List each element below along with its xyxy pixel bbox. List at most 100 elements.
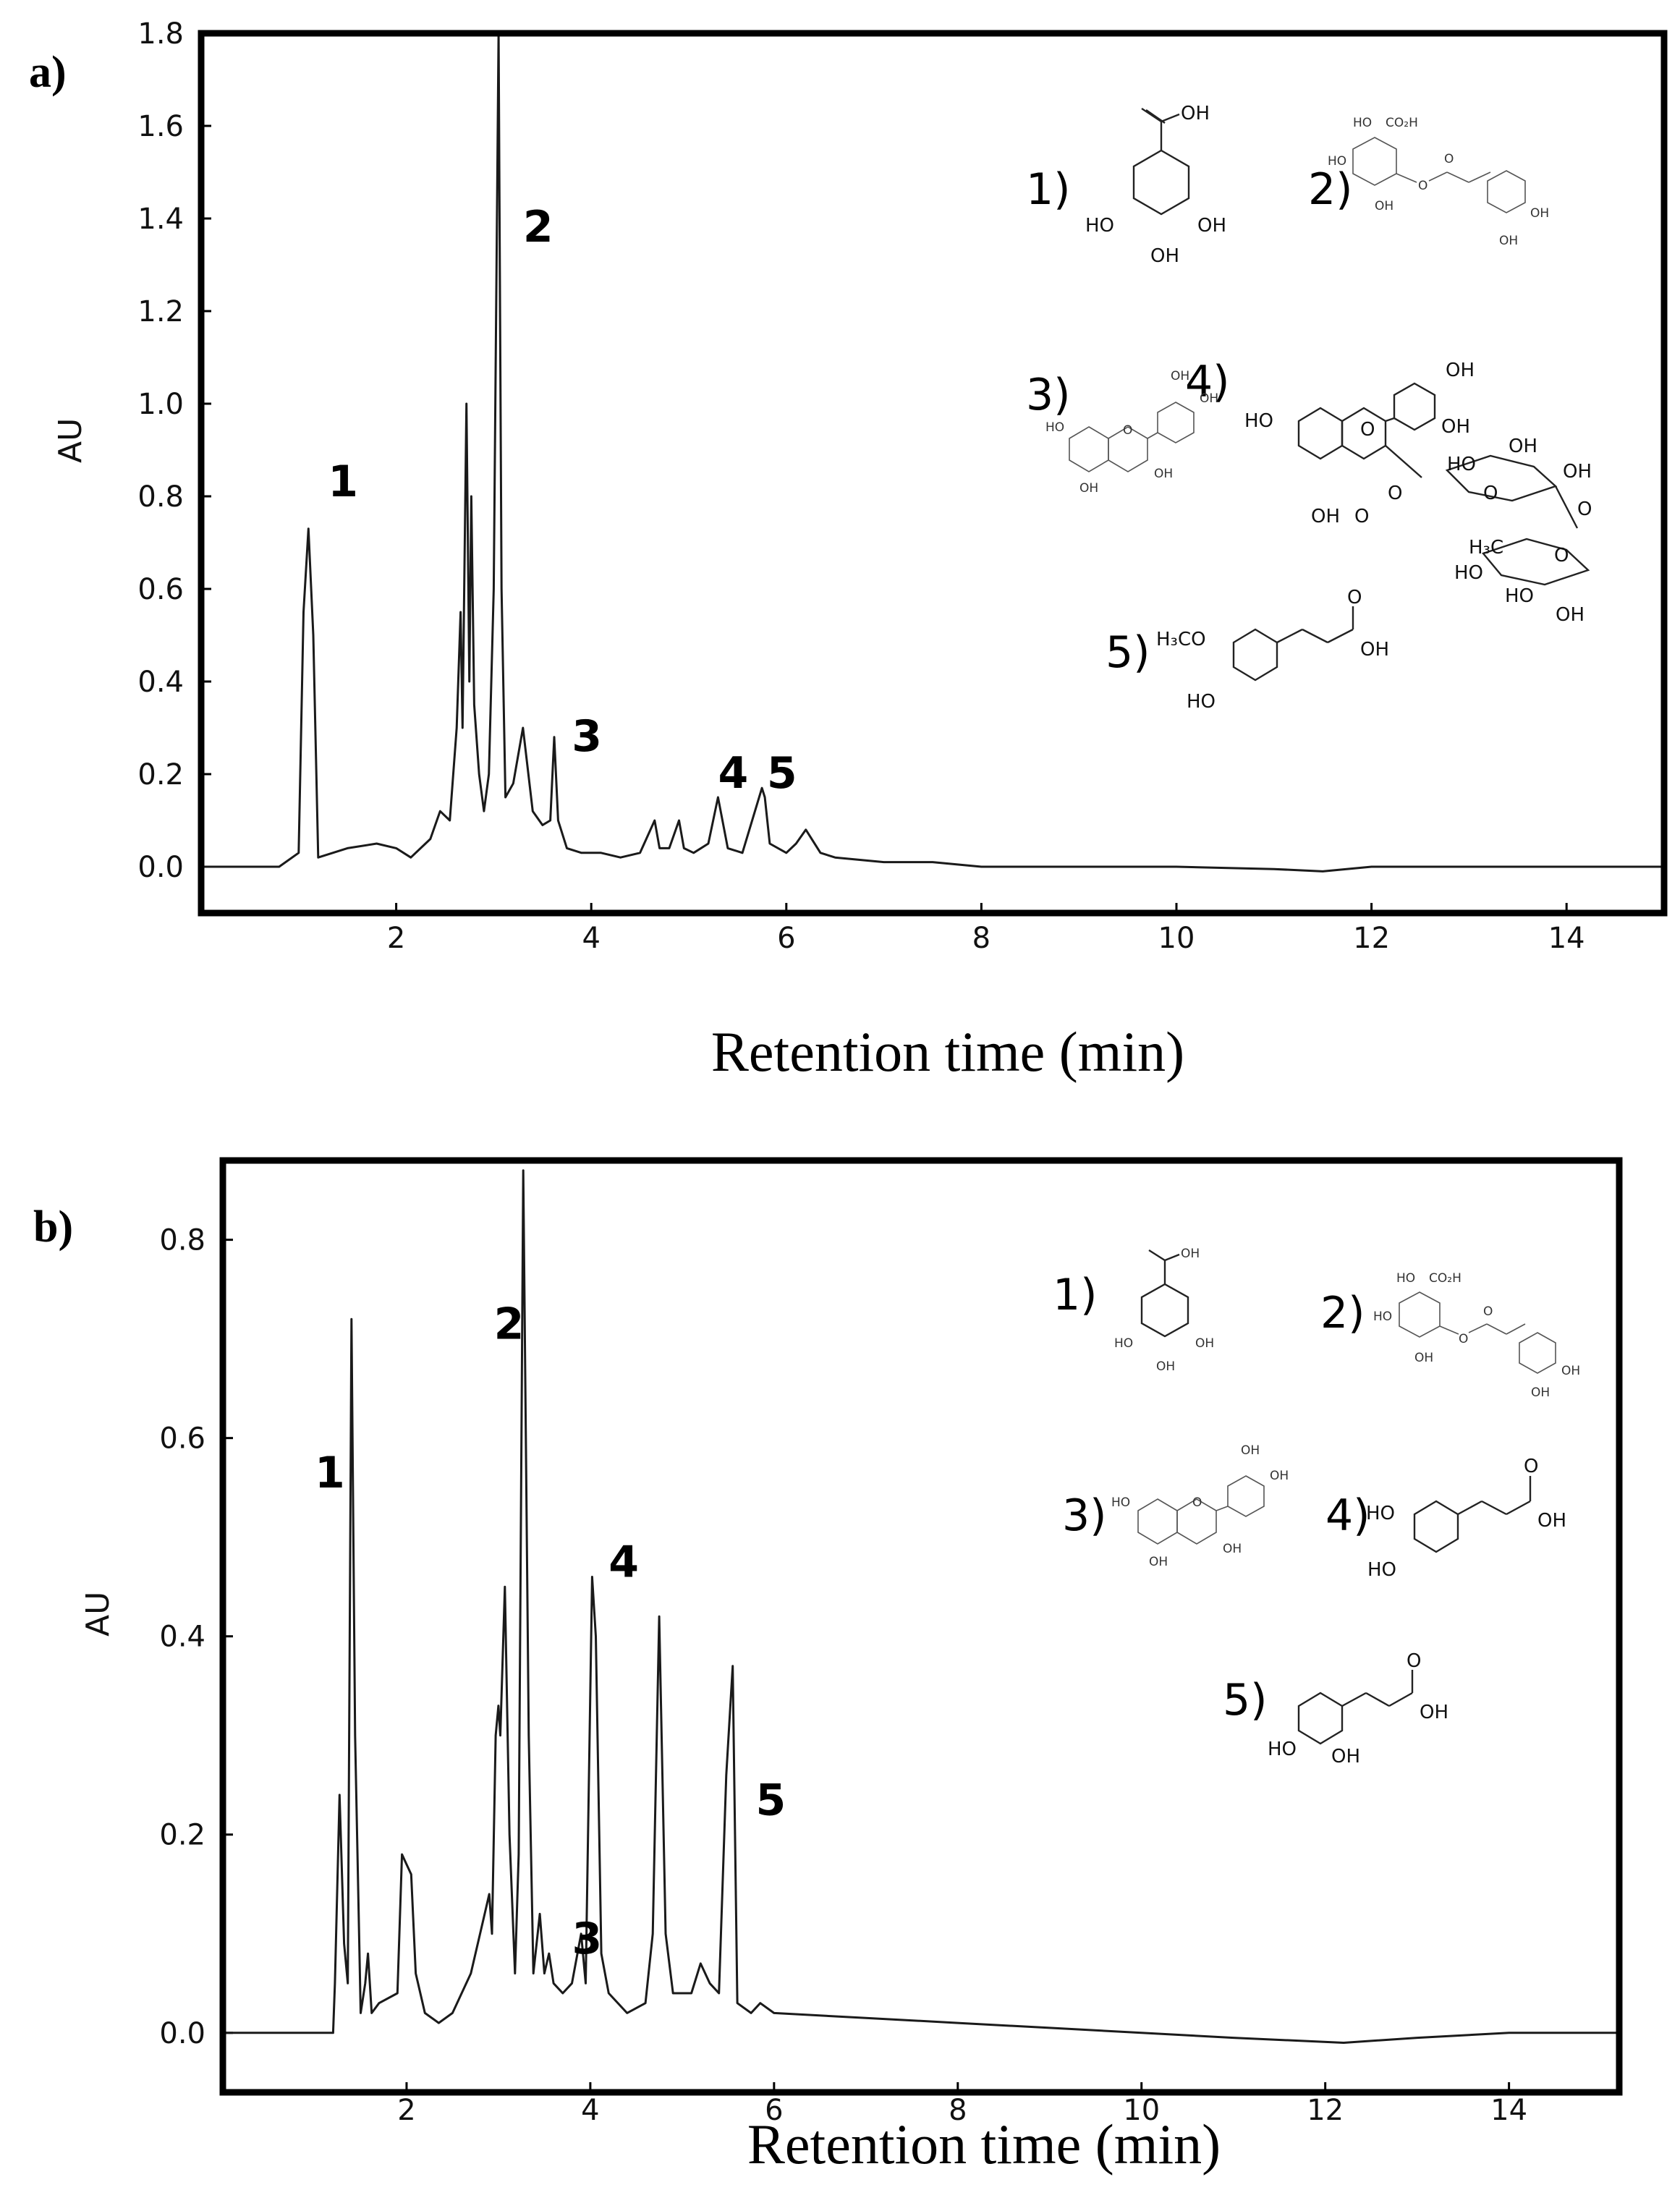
- y-tick-label: 1.6: [137, 110, 184, 143]
- panel-a-s4-o-ring: O: [1360, 419, 1375, 441]
- panel-a-s4-oh-sugar1: OH: [1509, 436, 1537, 457]
- panel-a-letter: a): [29, 48, 67, 97]
- panel-b-s4-ho-bottom: HO: [1367, 1559, 1396, 1581]
- y-tick-label: 0.8: [159, 1224, 205, 1257]
- panel-b-s3-ho-left: HO: [1111, 1495, 1130, 1510]
- panel-b-s3-o-ring: O: [1192, 1495, 1202, 1510]
- panel-b-s1-ho-left: HO: [1114, 1336, 1133, 1351]
- panel-b-s3-oh-right: OH: [1270, 1469, 1289, 1483]
- panel-b-s4-o-carbonyl: O: [1524, 1456, 1538, 1477]
- panel-a-structure-1: OH HO OH OH: [1085, 103, 1226, 267]
- panel-b-s3-oh-bottom: OH: [1149, 1555, 1168, 1569]
- panel-b-s2-ho-left: HO: [1373, 1310, 1392, 1324]
- panel-a-s2-oh-bottom: OH: [1375, 199, 1393, 213]
- panel-a-s1-oh-right: OH: [1197, 215, 1226, 237]
- y-tick-label: 1.2: [137, 295, 184, 328]
- x-tick-label: 2: [387, 922, 405, 955]
- panel-b-compound-4-number: 4): [1325, 1490, 1370, 1541]
- panel-a-s4-o-carbonyl: O: [1354, 506, 1369, 527]
- panel-a-compound-5-number: 5): [1106, 627, 1150, 678]
- panel-b-structure-3: OH OH HO O OH OH: [1111, 1443, 1289, 1569]
- panel-b: b) AU Retention time (min) 2 4 6 8 10 12 140.0…: [33, 1157, 1623, 2176]
- panel-a-compound-4-number: 4): [1185, 357, 1230, 407]
- panel-b-letter: b): [33, 1202, 73, 1252]
- panel-b-compound-5-number: 5): [1223, 1675, 1268, 1726]
- panel-a-s4-oh-sugar2: OH: [1563, 461, 1592, 483]
- peak-label: 2: [494, 1299, 525, 1350]
- x-tick-label: 12: [1353, 922, 1390, 955]
- peak-label: 3: [572, 1914, 603, 1964]
- x-tick-label: 10: [1158, 922, 1195, 955]
- y-tick-label: 1.8: [137, 17, 184, 51]
- panel-a-s5-ho: HO: [1187, 691, 1216, 713]
- panel-a-s4-oh-bottom: OH: [1311, 506, 1340, 527]
- panel-b-s5-ho: HO: [1268, 1739, 1297, 1760]
- panel-a-s4-oh-1: OH: [1446, 360, 1475, 381]
- x-tick-label: 6: [765, 2094, 783, 2127]
- panel-a-s5-h3co: H₃CO: [1156, 629, 1206, 650]
- panel-a-s2-ho-top: HO: [1353, 116, 1372, 130]
- panel-b-structure-2: HO CO₂H HO OH O O OH OH: [1373, 1271, 1580, 1400]
- y-tick-label: 0.4: [137, 666, 184, 699]
- panel-b-s5-o-carbonyl: O: [1407, 1650, 1421, 1672]
- y-tick-label: 0.0: [159, 2017, 205, 2050]
- x-tick-label: 12: [1307, 2094, 1344, 2127]
- panel-a-s1-oh-top: OH: [1181, 103, 1210, 124]
- panel-a-s2-o-ester: O: [1418, 179, 1427, 193]
- panel-a-s3-ho-left: HO: [1045, 420, 1064, 435]
- panel-a-s2-oh-ring1: OH: [1530, 206, 1549, 221]
- panel-b-y-axis-title: AU: [80, 1592, 116, 1637]
- y-tick-label: 1.4: [137, 203, 184, 236]
- panel-a-structure-4: OH OH HO O HO OH OH O O OH O O O H₃C HO …: [1244, 360, 1592, 626]
- panel-a-s4-o-glyc: O: [1577, 498, 1592, 520]
- panel-a-s4-oh-2: OH: [1441, 416, 1470, 438]
- y-tick-label: 0.2: [159, 1819, 205, 1852]
- panel-b-compound-3-number: 3): [1062, 1490, 1107, 1541]
- y-tick-label: 0.8: [137, 480, 184, 514]
- panel-b-s2-o-ester: O: [1459, 1332, 1468, 1346]
- y-tick-label: 0.6: [159, 1422, 205, 1456]
- panel-b-s3-oh-c3: OH: [1223, 1542, 1242, 1556]
- panel-b-x-axis-title: Retention time (min): [747, 2113, 1221, 2176]
- panel-a-y-axis-title: AU: [52, 418, 89, 463]
- panel-a-s4-o-sugar-ring: O: [1483, 483, 1498, 504]
- panel-a-s3-oh-c3: OH: [1154, 467, 1173, 481]
- panel-a-s2-o-carbonyl: O: [1444, 152, 1454, 166]
- panel-a-compound-1-number: 1): [1026, 164, 1071, 215]
- peak-label: 5: [755, 1775, 786, 1825]
- panel-a-s3-o-ring: O: [1123, 423, 1132, 438]
- panel-a-s4-h3c: H₃C: [1469, 537, 1503, 559]
- panel-b-s4-ho-top: HO: [1366, 1503, 1395, 1524]
- panel-a-ticks: 2 4 6 8 10 12 140.00.20.40.60.81.01.21.41.61.8: [137, 17, 1584, 955]
- x-tick-label: 4: [582, 922, 600, 955]
- panel-a-s4-oh-rham: OH: [1556, 604, 1584, 626]
- panel-b-s1-oh-bottom: OH: [1156, 1359, 1175, 1374]
- y-tick-label: 0.0: [137, 851, 184, 884]
- panel-a-chromatogram-trace: [201, 32, 1664, 873]
- panel-a-compound-2-number: 2): [1308, 164, 1353, 215]
- x-tick-label: 14: [1548, 922, 1585, 955]
- panel-a-s2-oh-ring2: OH: [1499, 234, 1518, 248]
- peak-label: 4: [608, 1537, 639, 1587]
- panel-b-structure-1: OH HO OH OH: [1114, 1247, 1214, 1374]
- panel-a-s4-ho-rham1: HO: [1454, 562, 1483, 584]
- panel-b-compound-2-number: 2): [1320, 1288, 1365, 1338]
- panel-a-s4-ho-sugar: HO: [1447, 454, 1476, 475]
- panel-b-s2-o-carbonyl: O: [1483, 1304, 1493, 1319]
- x-tick-label: 8: [972, 922, 990, 955]
- x-tick-label: 4: [581, 2094, 599, 2127]
- panel-b-structure-4: HO O OH HO: [1366, 1456, 1566, 1581]
- panel-a-s1-oh-bottom: OH: [1150, 245, 1179, 267]
- panel-a-plot-frame: [198, 30, 1668, 917]
- panel-b-compound-1-number: 1): [1053, 1270, 1098, 1320]
- x-tick-label: 8: [949, 2094, 967, 2127]
- panel-b-s2-co2h: CO₂H: [1429, 1271, 1461, 1286]
- y-tick-label: 1.0: [137, 388, 184, 421]
- panel-b-s1-oh-right: OH: [1195, 1336, 1214, 1351]
- panel-a-compound-3-number: 3): [1026, 370, 1071, 420]
- panel-a-s5-o-carbonyl: O: [1347, 587, 1362, 608]
- x-tick-label: 10: [1123, 2094, 1160, 2127]
- panel-b-structure-5: O OH HO OH: [1268, 1650, 1448, 1767]
- panel-a-s3-oh-bottom: OH: [1079, 481, 1098, 496]
